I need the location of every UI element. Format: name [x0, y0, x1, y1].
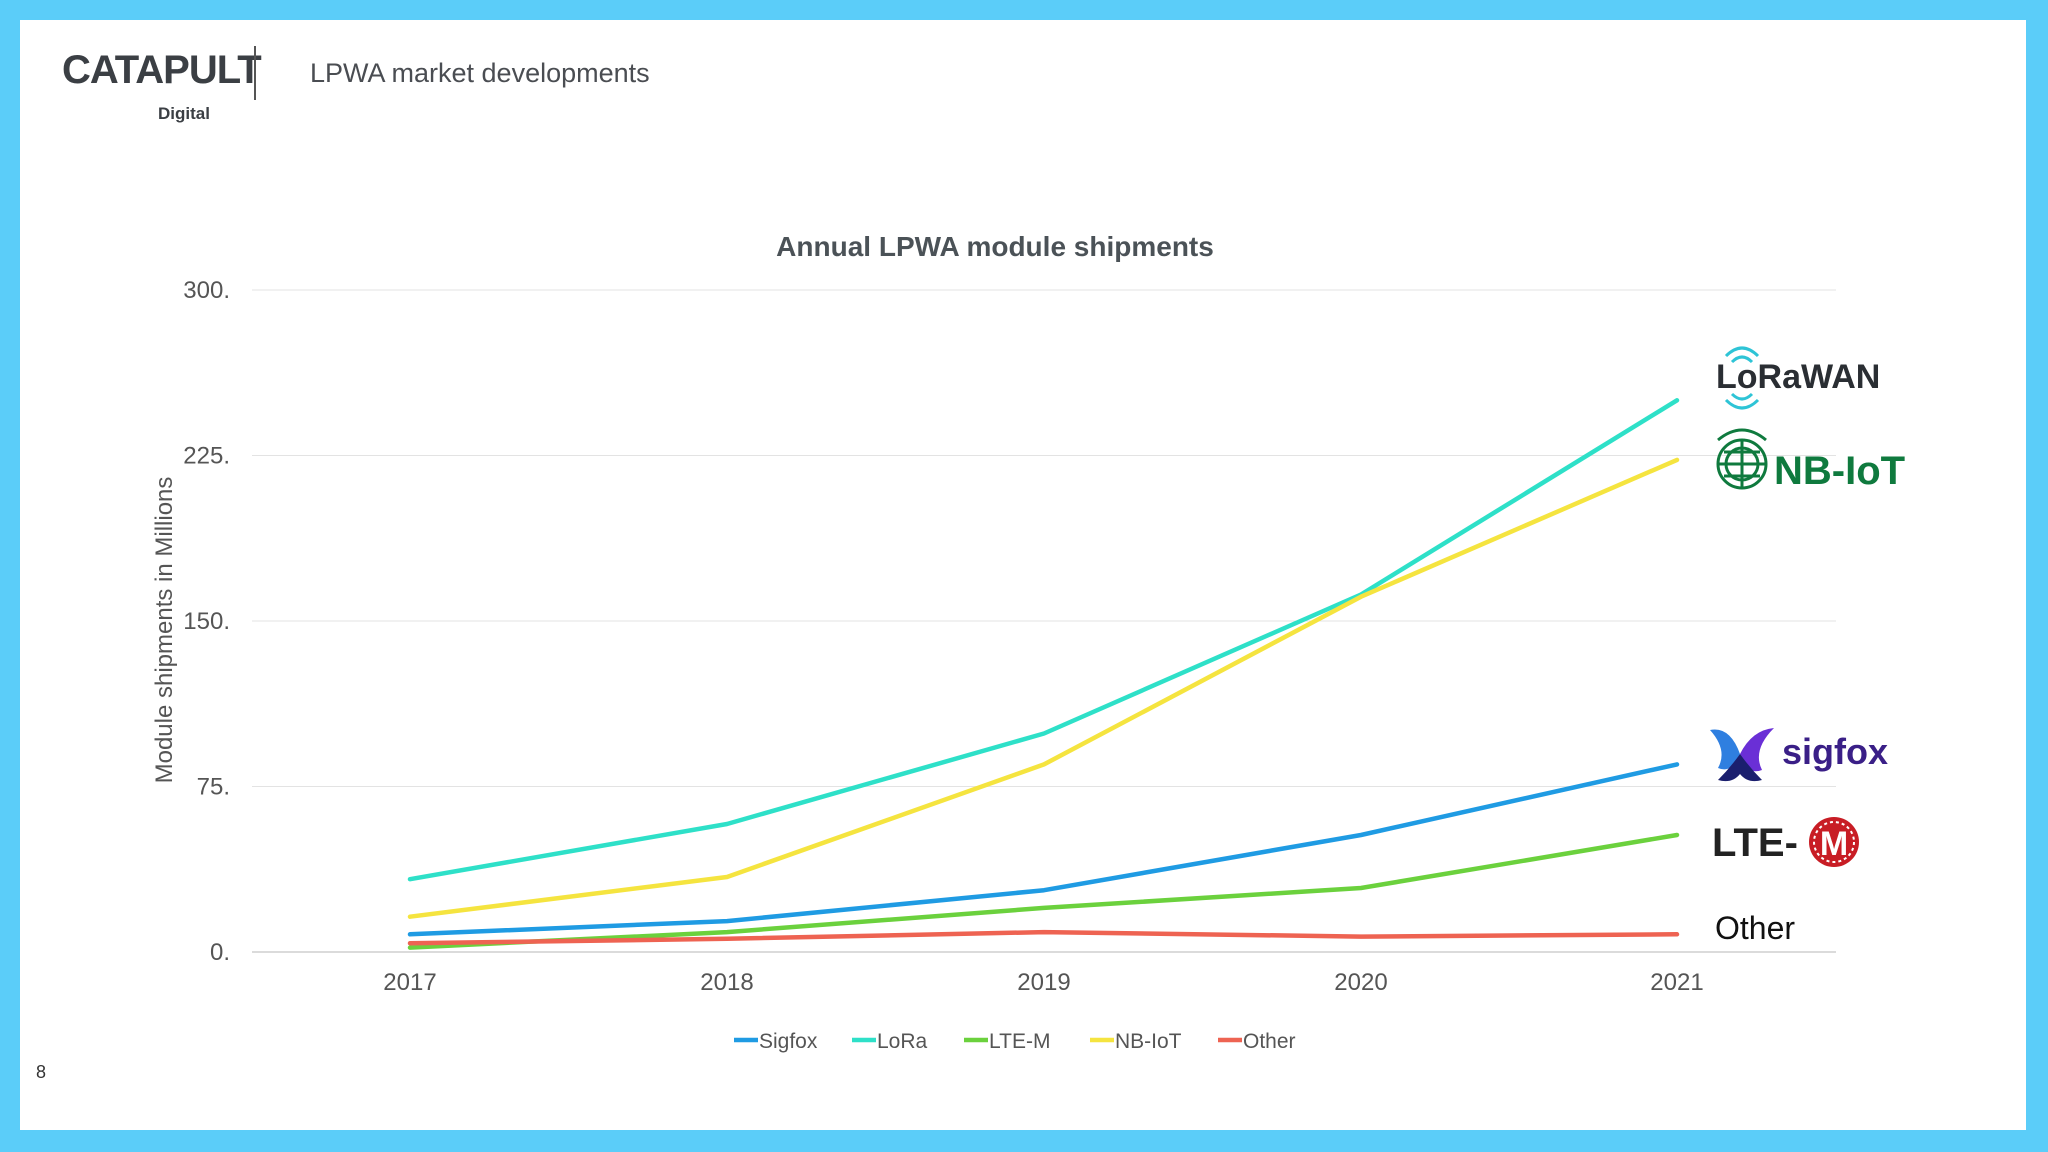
y-tick-label: 75.	[197, 774, 230, 801]
other-end-label: Other	[1715, 910, 1795, 946]
logo-wordmark: CATAPULT	[62, 48, 262, 92]
lorawan-wave-icon	[1724, 346, 1760, 410]
legend-label: LoRa	[877, 1030, 928, 1053]
x-axis-ticks: 2017 2018 2019 2020 2021	[383, 969, 1703, 996]
legend-item: LTE-M	[964, 1030, 1050, 1053]
page-title: LPWA market developments	[310, 58, 650, 88]
x-tick-label: 2021	[1650, 969, 1703, 996]
legend-label: Sigfox	[759, 1030, 818, 1053]
y-axis-label: Module shipments in Millions	[151, 477, 178, 784]
chart-title: Annual LPWA module shipments	[776, 231, 1214, 262]
x-tick-label: 2020	[1334, 969, 1387, 996]
lorawan-label: LoRaWAN	[1716, 358, 1880, 396]
header-divider	[254, 46, 256, 100]
series-line-lora	[407, 398, 1680, 882]
legend-label: LTE-M	[989, 1030, 1050, 1053]
series-line-nb-iot	[407, 457, 1680, 919]
legend-label: NB-IoT	[1115, 1030, 1182, 1053]
lte-m-badge-icon: M	[1809, 817, 1859, 867]
lorawan-end-label: LoRaWAN	[1716, 346, 1880, 410]
catapult-digital-logo: CATAPULT Digital	[62, 48, 262, 128]
page-number: 8	[36, 1062, 47, 1082]
series-line-other	[407, 929, 1680, 946]
legend-item: Sigfox	[734, 1030, 818, 1053]
legend-item: NB-IoT	[1090, 1030, 1182, 1053]
y-tick-label: 150.	[183, 608, 230, 635]
slide: CATAPULT Digital LPWA market development…	[20, 20, 2026, 1130]
legend-item: Other	[1218, 1030, 1296, 1053]
legend-item: LoRa	[852, 1030, 928, 1053]
nbiot-globe-icon	[1716, 428, 1768, 490]
sigfox-label: sigfox	[1782, 731, 1888, 772]
sigfox-end-label: sigfox	[1710, 728, 1888, 782]
x-tick-label: 2017	[383, 969, 436, 996]
x-tick-label: 2018	[700, 969, 753, 996]
chart-grid	[252, 289, 1836, 953]
legend-label: Other	[1243, 1030, 1296, 1053]
logo-subtitle: Digital	[158, 104, 210, 123]
nbiot-label: NB-IoT	[1774, 449, 1905, 493]
y-tick-label: 225.	[183, 443, 230, 470]
lte-m-end-label: LTE- M	[1712, 817, 1859, 867]
lte-m-badge-letter: M	[1820, 825, 1848, 863]
series-line-sigfox	[407, 762, 1680, 937]
nbiot-end-label: NB-IoT	[1716, 428, 1905, 493]
x-tick-label: 2019	[1017, 969, 1070, 996]
chart-series	[407, 398, 1680, 950]
lte-m-label: LTE-	[1712, 821, 1798, 865]
chart-legend: Sigfox LoRa LTE-M NB-IoT Other	[734, 1030, 1296, 1053]
y-tick-label: 300.	[183, 277, 230, 304]
y-tick-label: 0.	[210, 939, 230, 966]
series-line-lte-m	[407, 832, 1680, 950]
sigfox-butterfly-icon	[1710, 728, 1774, 782]
y-axis-ticks: 0. 75. 150. 225. 300.	[183, 277, 230, 966]
